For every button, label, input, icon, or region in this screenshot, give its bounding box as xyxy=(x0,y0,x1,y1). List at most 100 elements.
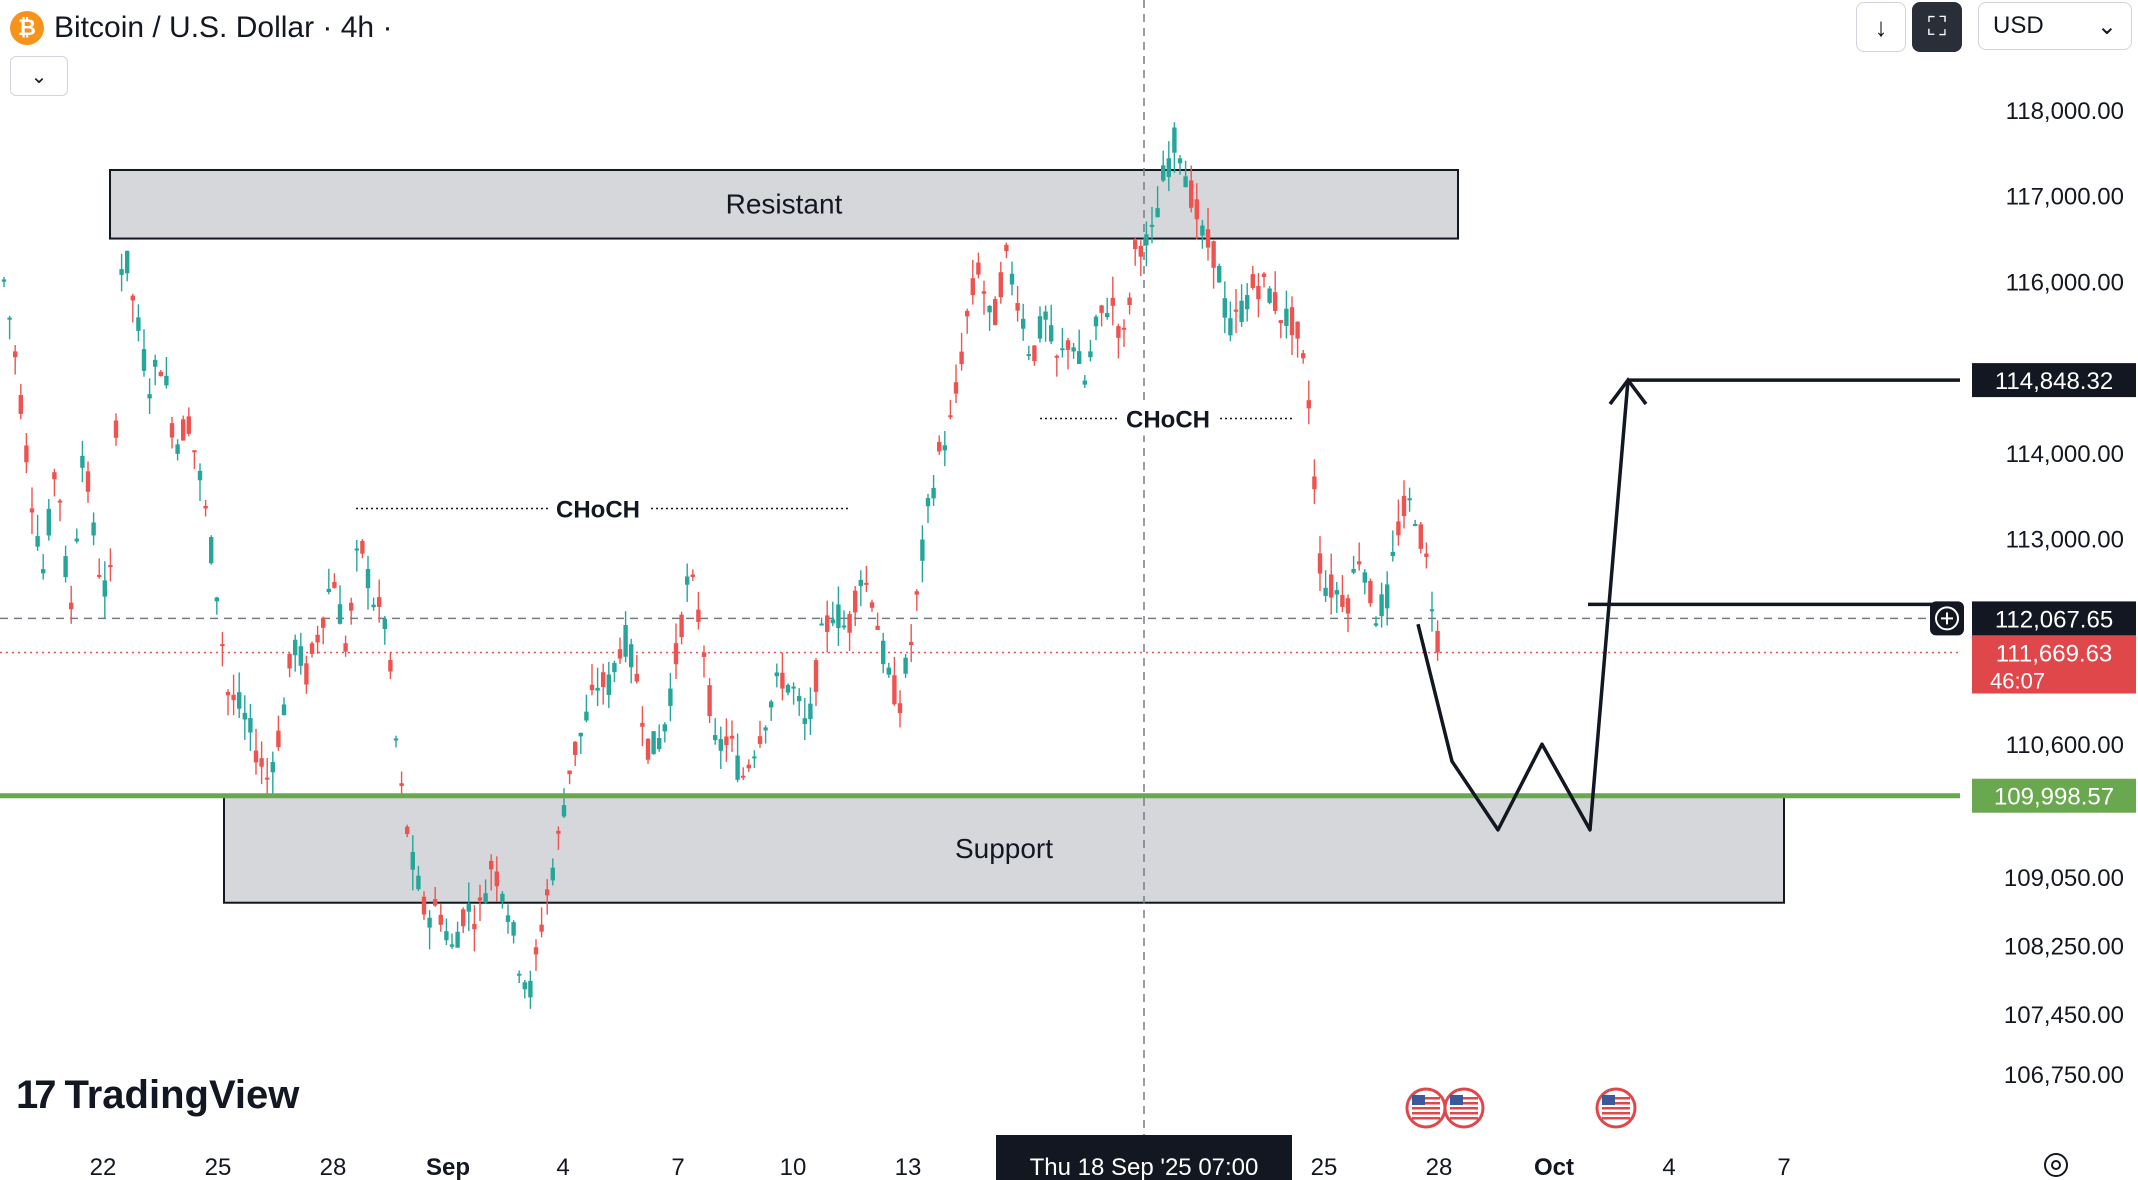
candle-body xyxy=(1233,309,1239,312)
candle-body xyxy=(343,643,348,652)
candle-body xyxy=(24,445,29,463)
candle-body xyxy=(102,580,107,597)
candle-body xyxy=(326,588,331,592)
candle-body xyxy=(735,755,740,780)
candle-body xyxy=(147,394,152,399)
candle-body xyxy=(724,736,729,746)
candle-body xyxy=(937,441,942,452)
candle-body xyxy=(965,310,970,317)
settings-icon[interactable] xyxy=(2044,1153,2068,1177)
candle-body xyxy=(315,634,320,643)
candle-body xyxy=(612,662,617,673)
flag-stripe xyxy=(1450,1097,1478,1100)
candle-body xyxy=(1217,265,1222,283)
candle-body xyxy=(304,663,309,685)
flag-stripe xyxy=(1602,1112,1630,1115)
candle-body xyxy=(1021,318,1026,329)
countdown-label: 46:07 xyxy=(1990,669,2045,694)
candle-body xyxy=(1099,305,1104,313)
candle-body xyxy=(349,602,354,611)
candle-body xyxy=(897,703,903,714)
candle-body xyxy=(175,444,180,454)
candle-body xyxy=(808,703,813,720)
candle-body xyxy=(113,420,119,438)
candle-body xyxy=(354,548,359,551)
download-icon[interactable]: ↓ xyxy=(1856,2,1906,52)
candle-body xyxy=(1340,594,1345,607)
time-axis-label: 4 xyxy=(556,1154,569,1180)
candle-body xyxy=(7,317,12,320)
time-axis-label: 7 xyxy=(671,1154,684,1180)
candle-body xyxy=(1205,229,1211,248)
resistance-zone[interactable] xyxy=(109,168,1459,240)
candle-body xyxy=(421,896,427,915)
candle-body xyxy=(466,903,471,912)
candle-body xyxy=(1357,561,1362,565)
price-tag xyxy=(1972,778,2136,813)
candle-body xyxy=(57,500,63,503)
candle-body xyxy=(153,359,158,367)
candle-body xyxy=(365,568,371,589)
candle-body xyxy=(186,416,191,434)
support-zone[interactable] xyxy=(223,794,1785,904)
candle-body xyxy=(1250,274,1255,288)
candle-body xyxy=(1312,476,1317,490)
time-axis-label: Sep xyxy=(426,1154,470,1180)
candle-body xyxy=(214,597,219,602)
candle-body xyxy=(108,565,113,568)
candle-body xyxy=(567,770,572,775)
fullscreen-icon[interactable]: ⛶ xyxy=(1912,2,1962,52)
candle-body xyxy=(97,574,102,577)
tradingview-logo-icon: 17 xyxy=(16,1072,56,1117)
candle-body xyxy=(1043,311,1048,320)
candle-body xyxy=(1183,176,1188,188)
candle-body xyxy=(853,590,858,613)
candle-body xyxy=(959,351,964,365)
currency-select[interactable]: USD ⌄ xyxy=(1978,2,2132,50)
candle-body xyxy=(589,684,595,691)
collapse-legend-button[interactable]: ⌄ xyxy=(10,56,68,96)
price-tag xyxy=(1972,363,2136,398)
tradingview-logo[interactable]: 17 TradingView xyxy=(16,1072,299,1118)
symbol-header: ₿ Bitcoin / U.S. Dollar · 4h · xyxy=(10,8,392,48)
candle-body xyxy=(769,701,774,708)
candle-body xyxy=(914,591,919,595)
candle-body xyxy=(819,623,824,626)
candle-body xyxy=(444,931,449,941)
resistance-zone-label: Resistant xyxy=(726,188,843,219)
candle-body xyxy=(533,947,539,955)
candle-body xyxy=(1172,127,1177,153)
us-event-flag-icon[interactable] xyxy=(1595,1087,1637,1129)
candle-body xyxy=(371,604,376,608)
price-axis-label: 108,250.00 xyxy=(2004,934,2124,961)
candle-body xyxy=(746,764,751,769)
candle-body xyxy=(1261,273,1267,278)
candle-body xyxy=(1211,241,1216,268)
candle-body xyxy=(685,576,690,585)
symbol-title[interactable]: Bitcoin / U.S. Dollar · 4h · xyxy=(54,11,393,44)
candle-body xyxy=(505,915,511,922)
candle-body xyxy=(645,738,651,760)
candle-body xyxy=(561,805,567,817)
us-event-flag-icon[interactable] xyxy=(1405,1087,1447,1129)
candle-body xyxy=(830,619,835,624)
candle-body xyxy=(1345,598,1351,614)
candle-body xyxy=(662,724,667,732)
candle-body xyxy=(1289,307,1295,336)
candle-body xyxy=(729,735,735,739)
us-event-flag-icon[interactable] xyxy=(1443,1087,1485,1129)
price-tag-label: 112,067.65 xyxy=(1995,606,2113,633)
candle-body xyxy=(410,851,415,870)
candle-body xyxy=(483,893,488,903)
candle-body xyxy=(584,711,589,721)
currency-value: USD xyxy=(1993,12,2044,39)
candle-body xyxy=(1368,580,1373,604)
candle-body xyxy=(522,982,527,990)
candle-body xyxy=(1401,495,1407,517)
projection-path[interactable] xyxy=(1416,379,1630,832)
price-tag xyxy=(1972,635,2136,694)
candle-body xyxy=(1032,345,1037,362)
candle-body xyxy=(130,295,135,301)
